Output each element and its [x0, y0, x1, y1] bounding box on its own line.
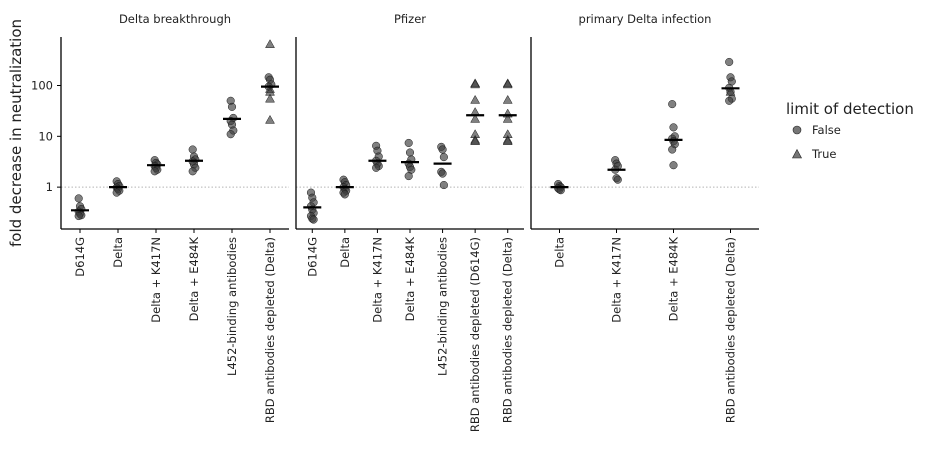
- data-point-true: [470, 79, 481, 89]
- data-point-false: [613, 175, 622, 184]
- x-tick-label: RBD antibodies depleted (Delta): [724, 237, 738, 423]
- data-point-true: [265, 39, 275, 48]
- panel-1: Delta breakthrough 1 10 100 D614G Delta Delta …: [31, 12, 289, 423]
- panel-2: Pfizer D614G Delta Delta + K417N Delta + E48…: [295, 12, 524, 432]
- legend: limit of detection False True: [786, 100, 914, 161]
- x-tick-label: Delta + K417N: [610, 237, 624, 323]
- panel-title: primary Delta infection: [579, 12, 712, 26]
- x-tick-label: Delta + E484K: [187, 237, 201, 322]
- x-tick-label: Delta: [553, 237, 567, 268]
- panels-layer: Delta breakthrough 1 10 100 D614G Delta Delta …: [31, 12, 759, 432]
- x-tick-label: RBD antibodies depleted (D614G): [468, 237, 482, 432]
- data-point-false: [668, 145, 677, 154]
- data-point-false: [725, 57, 734, 67]
- x-tick-label: RBD antibodies depleted (Delta): [501, 237, 515, 423]
- x-tick-label: Delta + K417N: [149, 237, 163, 323]
- data-point-true: [502, 94, 513, 104]
- data-point-true: [470, 113, 481, 123]
- y-tick-label: 100: [31, 78, 53, 92]
- data-point-false: [404, 172, 413, 181]
- legend-false-label: False: [812, 123, 841, 137]
- legend-title: limit of detection: [786, 100, 914, 118]
- data-point-false: [188, 145, 197, 154]
- x-tick-label: L452-binding antibodies: [225, 237, 239, 376]
- data-point-false: [74, 194, 83, 203]
- data-point-false: [405, 148, 415, 157]
- y-tick-label: 1: [46, 180, 53, 194]
- panel-title: Delta breakthrough: [119, 12, 231, 26]
- data-point-true: [502, 79, 513, 89]
- data-point-true: [265, 93, 275, 103]
- legend-false-marker: [792, 125, 802, 135]
- data-point-true: [725, 86, 736, 96]
- x-tick-label: Delta + K417N: [370, 237, 384, 323]
- data-point-false: [669, 161, 678, 170]
- data-point-false: [74, 211, 83, 221]
- data-point-false: [309, 215, 318, 224]
- panel-title: Pfizer: [394, 12, 426, 26]
- x-tick-label: L452-binding antibodies: [436, 237, 450, 376]
- data-point-false: [226, 130, 235, 139]
- data-point-false: [404, 138, 413, 148]
- data-point-false: [227, 102, 237, 111]
- data-point-false: [188, 167, 197, 176]
- data-point-false: [669, 123, 678, 132]
- data-point-true: [470, 136, 481, 145]
- y-tick-label: 10: [38, 129, 53, 143]
- data-point-false: [112, 188, 121, 197]
- data-point-false: [439, 153, 448, 162]
- x-tick-label: Delta + E484K: [667, 237, 681, 322]
- data-point-false: [439, 180, 448, 190]
- legend-true-marker: [792, 148, 802, 159]
- x-tick-label: Delta: [111, 237, 125, 268]
- x-tick-label: D614G: [73, 237, 87, 277]
- x-tick-label: Delta + E484K: [403, 237, 417, 322]
- data-point-false: [725, 96, 734, 105]
- data-point-false: [372, 163, 381, 172]
- panel-3: primary Delta infection Delta Delta + K417…: [530, 12, 759, 423]
- data-point-true: [470, 94, 481, 104]
- y-axis-label: fold decrease in neutralization: [7, 19, 25, 247]
- x-tick-label: Delta: [338, 237, 352, 268]
- data-point-true: [265, 114, 275, 124]
- x-tick-label: D614G: [305, 237, 319, 277]
- data-point-false: [668, 100, 677, 109]
- data-point-false: [438, 145, 447, 154]
- data-point-true: [502, 136, 513, 145]
- data-point-false: [150, 167, 159, 176]
- data-point-false: [340, 190, 349, 199]
- data-point-true: [502, 113, 513, 123]
- data-point-false: [438, 169, 447, 178]
- legend-true-label: True: [811, 147, 836, 161]
- x-tick-label: RBD antibodies depleted (Delta): [263, 237, 277, 423]
